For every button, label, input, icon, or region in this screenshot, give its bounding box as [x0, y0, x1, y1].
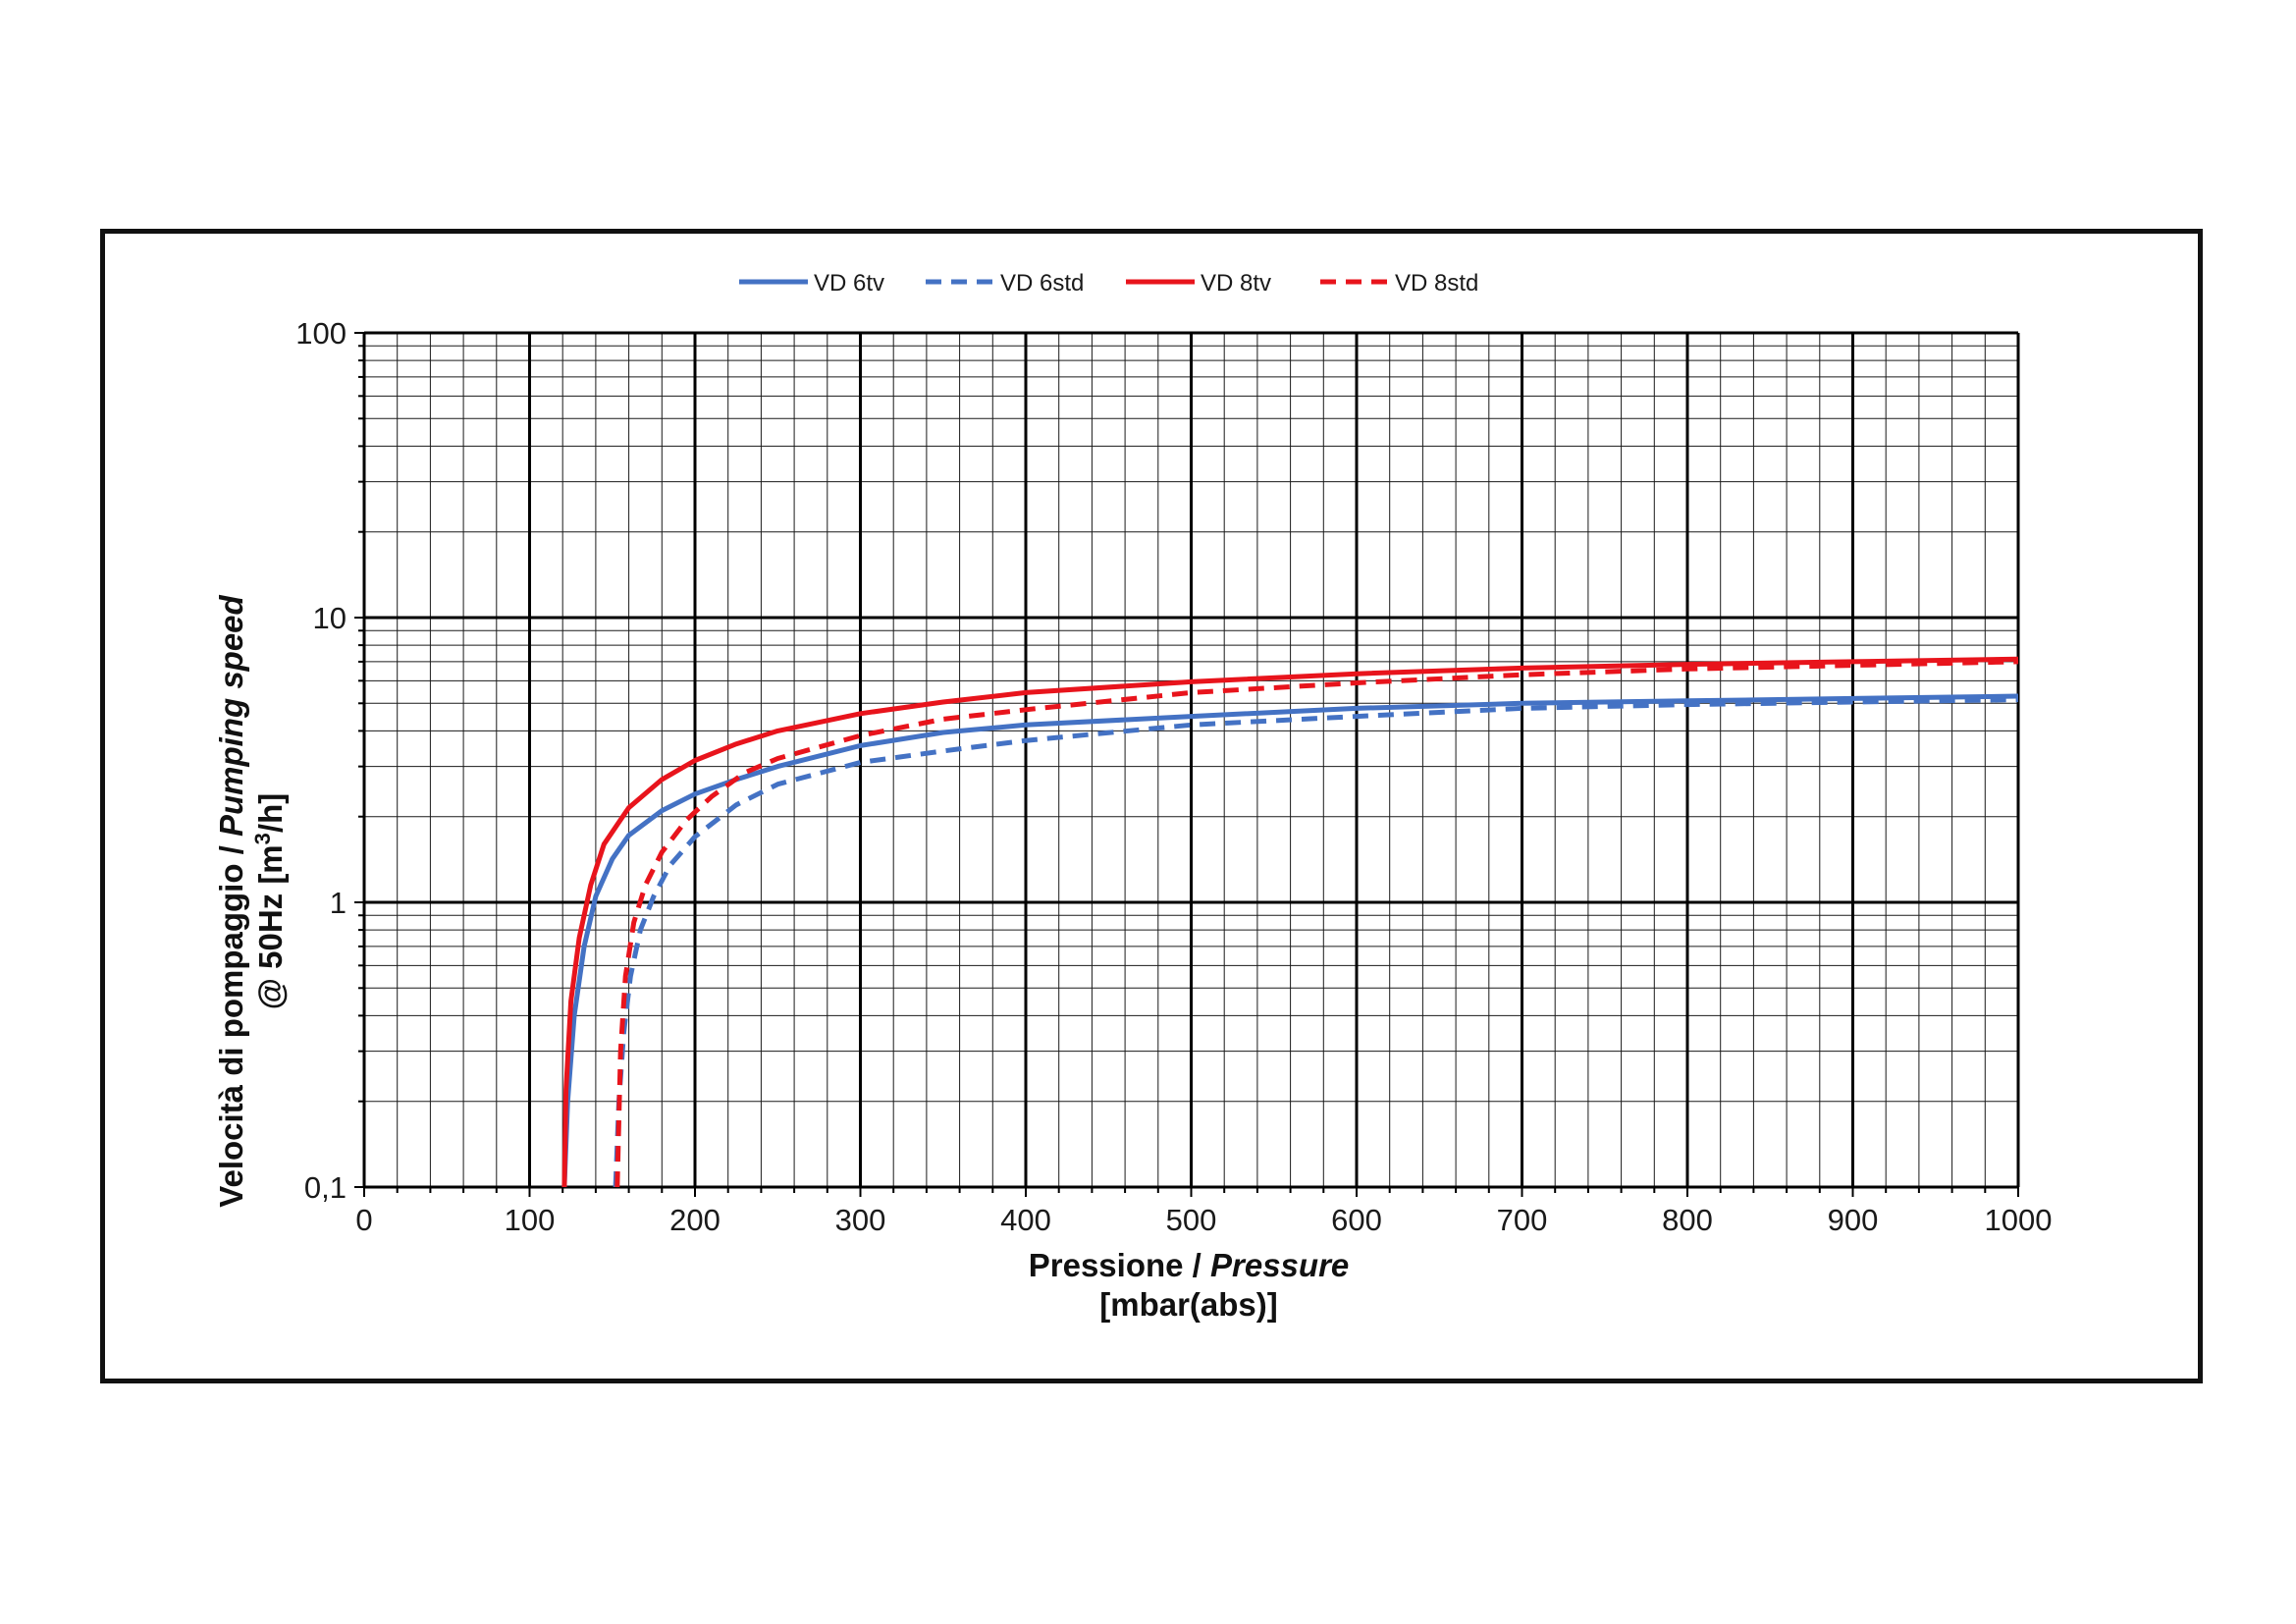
chart: 0 100 200 300 400 500 600 700 800 900 1000 0,1 1 10 1…	[213, 270, 2052, 1323]
series-lines	[561, 656, 2019, 1188]
x-tick-label: 700	[1497, 1203, 1548, 1237]
x-tick-label: 500	[1166, 1203, 1217, 1237]
chart-frame: 0 100 200 300 400 500 600 700 800 900 1000 0,1 1 10 1…	[100, 229, 2203, 1383]
x-tick-labels: 0 100 200 300 400 500 600 700 800 900 1000	[355, 1203, 2052, 1237]
x-tick-label: 400	[1000, 1203, 1051, 1237]
y-tick-label: 10	[313, 601, 347, 635]
legend-label-vd-6tv: VD 6tv	[814, 270, 884, 297]
x-axis-title: Pressione / Pressure	[1029, 1247, 1350, 1283]
x-tick-label: 200	[669, 1203, 721, 1237]
legend: VD 6tv VD 6std VD 8tv VD 8std	[739, 270, 1478, 297]
x-tick-label: 0	[355, 1203, 372, 1237]
y-tick-label: 0,1	[304, 1170, 347, 1205]
y-axis-unit-main: @ 50Hz [m	[252, 844, 289, 1009]
y-tick-label: 100	[295, 316, 347, 351]
x-tick-label: 900	[1828, 1203, 1879, 1237]
legend-label-vd-6std: VD 6std	[1000, 270, 1084, 297]
x-tick-label: 1000	[1985, 1203, 2053, 1237]
series-line-vd-8std	[614, 659, 2019, 1188]
legend-label-vd-8tv: VD 8tv	[1201, 270, 1271, 297]
x-axis-title-main: Pressione /	[1029, 1247, 1210, 1283]
x-axis-unit: [mbar(abs)]	[1099, 1286, 1278, 1323]
svg-text:Velocità di pompaggio / Pumpin: Velocità di pompaggio / Pumping speed	[213, 594, 249, 1207]
series-line-vd-8tv	[561, 656, 2019, 1188]
svg-text:@ 50Hz [m3/h]: @ 50Hz [m3/h]	[250, 793, 290, 1009]
y-axis-title-main: Velocità di pompaggio /	[213, 837, 249, 1208]
series-line-vd-6std	[613, 697, 2019, 1188]
y-axis-title-italic: Pumping speed	[213, 594, 249, 837]
y-tick-labels: 0,1 1 10 100	[295, 316, 347, 1205]
y-axis-unit-sup: 3	[250, 833, 275, 844]
x-tick-label: 600	[1331, 1203, 1382, 1237]
tick-marks	[354, 332, 2019, 1197]
series-line-vd-6tv	[561, 693, 2019, 1188]
x-tick-label: 800	[1662, 1203, 1713, 1237]
x-tick-label: 100	[505, 1203, 556, 1237]
y-axis-title: Velocità di pompaggio / Pumping speed @ …	[213, 594, 289, 1207]
y-axis-unit-end: /h]	[252, 793, 289, 833]
x-axis-title-italic: Pressure	[1210, 1247, 1349, 1283]
major-gridlines	[362, 331, 2020, 1189]
legend-label-vd-8std: VD 8std	[1395, 270, 1478, 297]
x-tick-label: 300	[835, 1203, 886, 1237]
y-tick-label: 1	[330, 886, 347, 920]
